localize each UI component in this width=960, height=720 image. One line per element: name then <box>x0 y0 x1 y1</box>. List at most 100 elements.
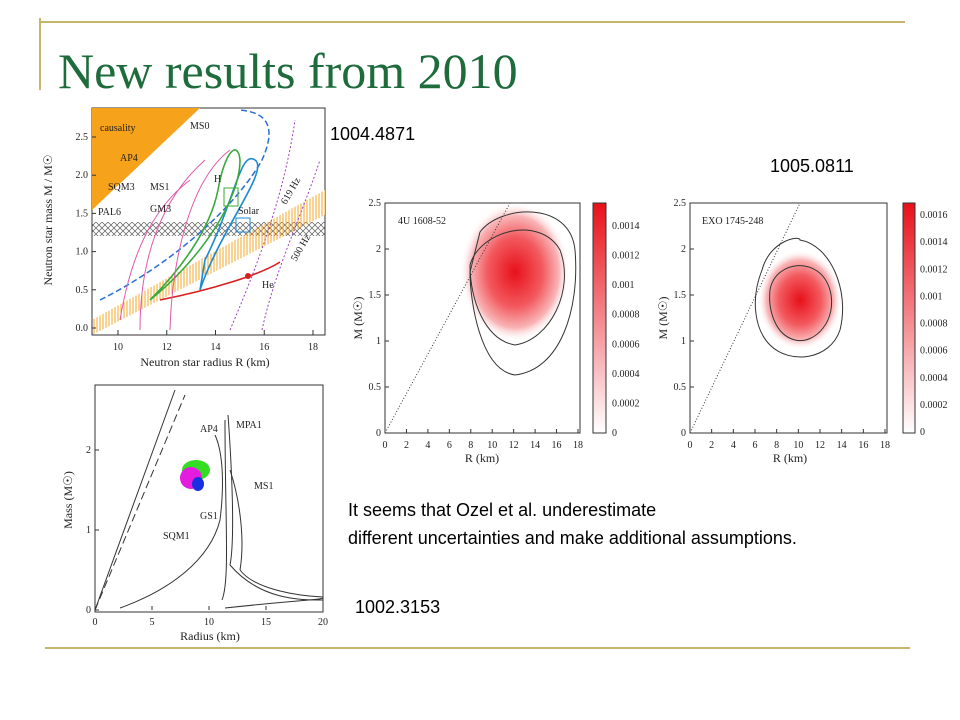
slide-title: New results from 2010 <box>58 43 518 99</box>
reference-id: 1004.4871 <box>330 124 415 144</box>
figure-label: PAL6 <box>98 207 121 218</box>
colorbar-label: 0.0016 <box>920 210 948 221</box>
colorbar-label: 0.0014 <box>612 221 640 232</box>
y-tick-label: 0.0 <box>76 323 89 334</box>
colorbar-label: 0.0008 <box>612 310 640 321</box>
figure-label: MS0 <box>190 121 209 132</box>
y-tick-label: 0 <box>86 605 91 616</box>
y-tick-label: 1 <box>376 336 381 347</box>
y-tick-label: 2 <box>681 244 686 255</box>
colorbar-label: 0 <box>612 428 617 439</box>
x-tick-label: 14 <box>211 342 221 353</box>
x-tick-label: 0 <box>688 440 693 451</box>
colorbar-label: 0.0008 <box>920 319 948 330</box>
y-tick-label: 0 <box>376 428 381 439</box>
x-axis-title: R (km) <box>773 451 807 465</box>
figure-label: MS1 <box>150 182 169 193</box>
x-tick-label: 10 <box>487 440 497 451</box>
reference-id: 1002.3153 <box>355 597 440 617</box>
x-tick-label: 5 <box>150 617 155 628</box>
figure-label: H <box>214 174 221 185</box>
x-tick-label: 14 <box>837 440 847 451</box>
x-tick-label: 4 <box>425 440 430 451</box>
x-tick-label: 6 <box>447 440 452 451</box>
colorbar-label: 0.001 <box>612 280 635 291</box>
y-tick-label: 1 <box>681 336 686 347</box>
x-tick-label: 0 <box>383 440 388 451</box>
y-tick-label: 0 <box>681 428 686 439</box>
reference-id: 1005.0811 <box>770 156 854 176</box>
x-axis-title: R (km) <box>465 451 499 465</box>
colorbar-label: 0.0012 <box>920 264 948 275</box>
x-tick-label: 20 <box>318 617 328 628</box>
x-axis-title: Radius (km) <box>180 629 240 643</box>
y-tick-label: 2.5 <box>76 132 89 143</box>
x-tick-label: 16 <box>552 440 562 451</box>
colorbar-label: 0.0004 <box>612 369 640 380</box>
figure-2 <box>94 384 324 613</box>
y-tick-label: 1.0 <box>76 247 89 258</box>
x-tick-label: 16 <box>858 440 868 451</box>
figure-label: 4U 1608-52 <box>398 216 446 227</box>
y-axis-title: M (M☉) <box>656 296 670 339</box>
x-tick-label: 10 <box>204 617 214 628</box>
x-tick-label: 10 <box>113 342 123 353</box>
colorbar-label: 0 <box>920 427 925 438</box>
colorbar-label: 0.0012 <box>612 251 640 262</box>
x-axis-title: Neutron star radius R (km) <box>140 355 269 369</box>
x-tick-label: 12 <box>509 440 519 451</box>
colorbar-label: 0.0004 <box>920 373 948 384</box>
x-tick-label: 12 <box>162 342 172 353</box>
x-tick-label: 10 <box>793 440 803 451</box>
figure-label: GM3 <box>150 204 171 215</box>
colorbar-label: 0.0006 <box>920 346 948 357</box>
figure-4 <box>689 202 916 434</box>
x-tick-label: 16 <box>259 342 269 353</box>
y-tick-label: 2.5 <box>369 198 382 209</box>
figure-label: AP4 <box>120 153 138 164</box>
colorbar-label: 0.0014 <box>920 237 948 248</box>
y-tick-label: 0.5 <box>674 382 687 393</box>
note-text: It seems that Ozel et al. underestimate <box>348 500 656 520</box>
x-tick-label: 6 <box>753 440 758 451</box>
figure-3 <box>384 202 607 434</box>
figure-label: SQM3 <box>108 182 135 193</box>
x-tick-label: 12 <box>815 440 825 451</box>
figure-label: Solar <box>238 206 260 217</box>
figure-label: GS1 <box>200 511 218 522</box>
figure-label: He <box>262 280 274 291</box>
figure-label: AP4 <box>200 424 218 435</box>
figure-label: causality <box>100 123 136 134</box>
x-tick-label: 2 <box>404 440 409 451</box>
x-tick-label: 2 <box>709 440 714 451</box>
x-tick-label: 15 <box>261 617 271 628</box>
figure-label: MS1 <box>254 481 273 492</box>
y-tick-label: 1.5 <box>369 290 382 301</box>
figure-label: MPA1 <box>236 420 262 431</box>
y-axis-title: Neutron star mass M / M☉ <box>41 154 55 285</box>
x-tick-label: 14 <box>530 440 540 451</box>
x-tick-label: 0 <box>93 617 98 628</box>
x-tick-label: 8 <box>774 440 779 451</box>
x-tick-label: 4 <box>731 440 736 451</box>
y-tick-label: 2.0 <box>76 170 89 181</box>
figure-1 <box>91 107 326 336</box>
y-tick-label: 2 <box>376 244 381 255</box>
x-tick-label: 18 <box>880 440 890 451</box>
y-axis-title: Mass (M☉) <box>61 471 75 529</box>
figure-label: SQM1 <box>163 531 190 542</box>
figure-label: EXO 1745-248 <box>702 216 763 227</box>
y-tick-label: 1 <box>86 525 91 536</box>
x-tick-label: 18 <box>308 342 318 353</box>
colorbar-label: 0.0002 <box>920 400 948 411</box>
colorbar-label: 0.0006 <box>612 339 640 350</box>
note-text: different uncertainties and make additio… <box>348 528 797 548</box>
colorbar-label: 0.0002 <box>612 398 640 409</box>
y-tick-label: 2 <box>86 445 91 456</box>
y-axis-title: M (M☉) <box>351 296 365 339</box>
y-tick-label: 2.5 <box>674 198 687 209</box>
y-tick-label: 1.5 <box>76 208 89 219</box>
y-tick-label: 0.5 <box>76 285 89 296</box>
